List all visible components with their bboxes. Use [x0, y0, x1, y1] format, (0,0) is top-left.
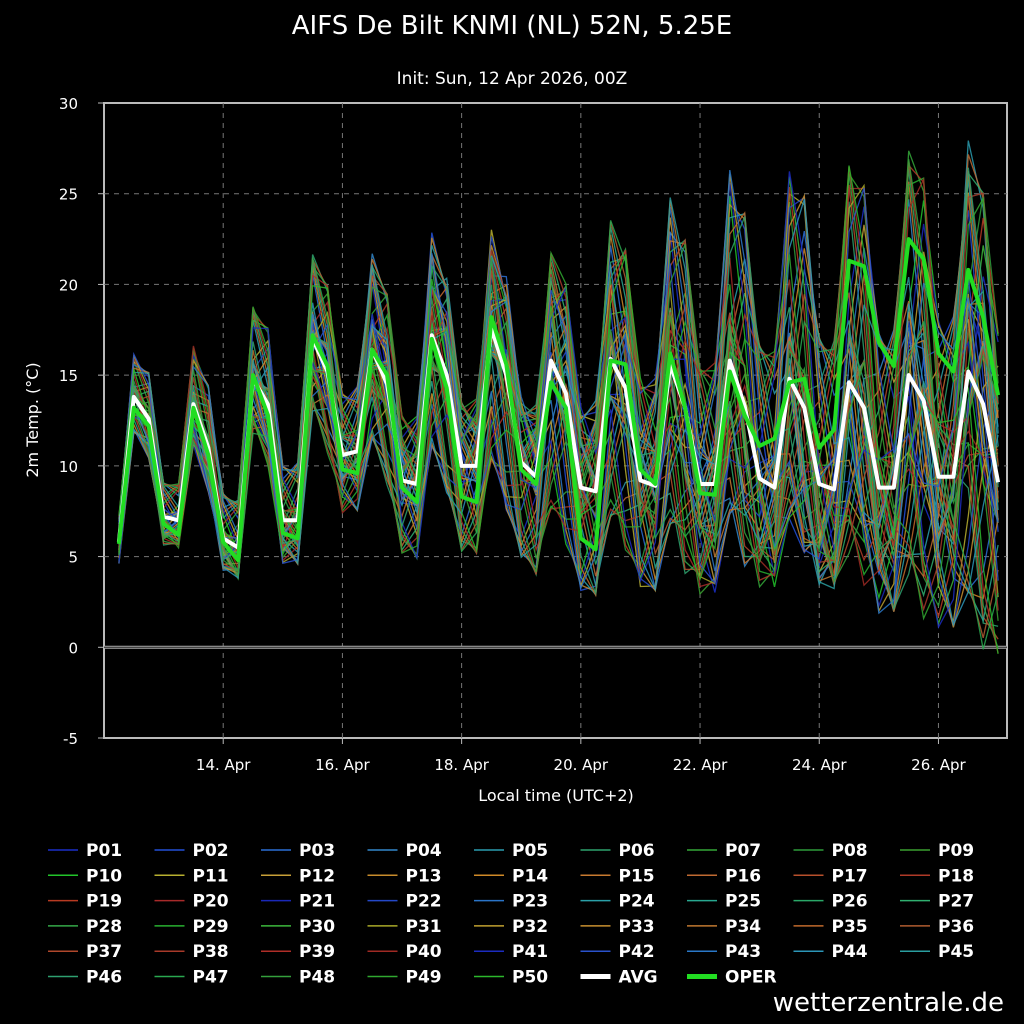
legend: P01 P02 P03 P04 P05 P06 P07 P08 P09 P10 P11 P12 P13 P… — [48, 841, 974, 988]
legend-label-P35: P35 — [832, 917, 868, 937]
avg-series — [116, 326, 1001, 550]
legend-label-P12: P12 — [299, 866, 335, 886]
y-tick-label: -5 — [63, 730, 78, 748]
member-line-P29 — [118, 177, 999, 577]
legend-label-P22: P22 — [406, 892, 442, 912]
oper-series — [116, 237, 1001, 563]
legend-label-P33: P33 — [619, 917, 655, 937]
legend-label-P05: P05 — [512, 841, 548, 861]
legend-label-P25: P25 — [725, 892, 761, 912]
legend-label-P01: P01 — [86, 841, 122, 861]
legend-label-P47: P47 — [193, 968, 229, 988]
watermark: wetterzentrale.de — [772, 988, 1004, 1018]
legend-label-P36: P36 — [938, 917, 974, 937]
x-axis-label: Local time (UTC+2) — [478, 786, 634, 805]
oper-line — [116, 237, 1001, 563]
legend-label-P43: P43 — [725, 942, 761, 962]
y-tick-label: 10 — [59, 458, 78, 476]
plot-area — [103, 102, 1008, 739]
legend-label-P17: P17 — [832, 866, 868, 886]
member-line-P10 — [118, 195, 999, 601]
x-tick-label: 16. Apr — [315, 756, 370, 774]
legend-label-P30: P30 — [299, 917, 335, 937]
legend-label-P28: P28 — [86, 917, 122, 937]
legend-label-P10: P10 — [86, 866, 122, 886]
legend-label-P37: P37 — [86, 942, 122, 962]
legend-label-P32: P32 — [512, 917, 548, 937]
ensemble-members — [118, 140, 999, 655]
member-line-P42 — [118, 187, 999, 585]
member-line-P17 — [118, 184, 999, 640]
member-line-P41 — [118, 171, 999, 630]
legend-label-P27: P27 — [938, 892, 974, 912]
legend-label-P41: P41 — [512, 942, 548, 962]
legend-label-P48: P48 — [299, 968, 335, 988]
legend-label-P38: P38 — [193, 942, 229, 962]
legend-label-P02: P02 — [193, 841, 229, 861]
x-axis-ticks: 14. Apr 16. Apr 18. Apr 20. Apr 22. Apr 24. A… — [196, 738, 967, 774]
legend-label-P49: P49 — [406, 968, 442, 988]
x-tick-label: 26. Apr — [911, 756, 966, 774]
member-line-P50 — [118, 165, 999, 655]
member-line-P27 — [118, 171, 999, 598]
legend-label-P19: P19 — [86, 892, 122, 912]
x-tick-label: 24. Apr — [792, 756, 847, 774]
legend-label-P13: P13 — [406, 866, 442, 886]
legend-label-P34: P34 — [725, 917, 761, 937]
legend-label-P08: P08 — [832, 841, 868, 861]
legend-label-P21: P21 — [299, 892, 335, 912]
legend-label-P44: P44 — [832, 942, 868, 962]
legend-label-P24: P24 — [619, 892, 655, 912]
legend-label-P07: P07 — [725, 841, 761, 861]
legend-label-P40: P40 — [406, 942, 442, 962]
member-line-P31 — [118, 183, 999, 598]
chart-subtitle: Init: Sun, 12 Apr 2026, 00Z — [397, 69, 628, 89]
x-tick-label: 18. Apr — [434, 756, 489, 774]
legend-label-P26: P26 — [832, 892, 868, 912]
legend-label-P29: P29 — [193, 917, 229, 937]
y-tick-label: 20 — [59, 276, 78, 294]
member-line-P47 — [118, 220, 999, 650]
y-tick-label: 5 — [68, 549, 78, 567]
legend-label-P50: P50 — [512, 968, 548, 988]
x-tick-label: 20. Apr — [554, 756, 609, 774]
legend-label-P09: P09 — [938, 841, 974, 861]
legend-label-P45: P45 — [938, 942, 974, 962]
legend-label-P20: P20 — [193, 892, 229, 912]
legend-label-AVG: AVG — [619, 968, 658, 988]
legend-label-P23: P23 — [512, 892, 548, 912]
legend-label-P18: P18 — [938, 866, 974, 886]
legend-label-P04: P04 — [406, 841, 442, 861]
legend-label-P42: P42 — [619, 942, 655, 962]
legend-label-P16: P16 — [725, 866, 761, 886]
member-line-P21 — [118, 182, 999, 609]
member-line-P32 — [118, 174, 999, 613]
y-tick-label: 30 — [59, 95, 78, 113]
legend-label-P39: P39 — [299, 942, 335, 962]
y-axis-ticks: -5 0 5 10 15 20 25 30 — [59, 95, 104, 748]
y-axis-label: 2m Temp. (°C) — [23, 362, 42, 477]
x-tick-label: 14. Apr — [196, 756, 251, 774]
member-line-P26 — [118, 169, 999, 586]
legend-label-P03: P03 — [299, 841, 335, 861]
member-line-P34 — [118, 200, 999, 582]
legend-label-P06: P06 — [619, 841, 655, 861]
member-line-P49 — [118, 196, 999, 621]
legend-label-P15: P15 — [619, 866, 655, 886]
member-line-P48 — [118, 159, 999, 584]
legend-label-P11: P11 — [193, 866, 229, 886]
y-tick-label: 15 — [59, 367, 78, 385]
member-line-P40 — [118, 177, 999, 587]
legend-label-P14: P14 — [512, 866, 548, 886]
x-tick-label: 22. Apr — [673, 756, 728, 774]
y-tick-label: 25 — [59, 186, 78, 204]
y-tick-label: 0 — [68, 639, 78, 657]
avg-line — [116, 326, 1001, 550]
chart-title: AIFS De Bilt KNMI (NL) 52N, 5.25E — [292, 11, 732, 41]
legend-label-OPER: OPER — [725, 968, 777, 988]
legend-label-P31: P31 — [406, 917, 442, 937]
legend-label-P46: P46 — [86, 968, 122, 988]
